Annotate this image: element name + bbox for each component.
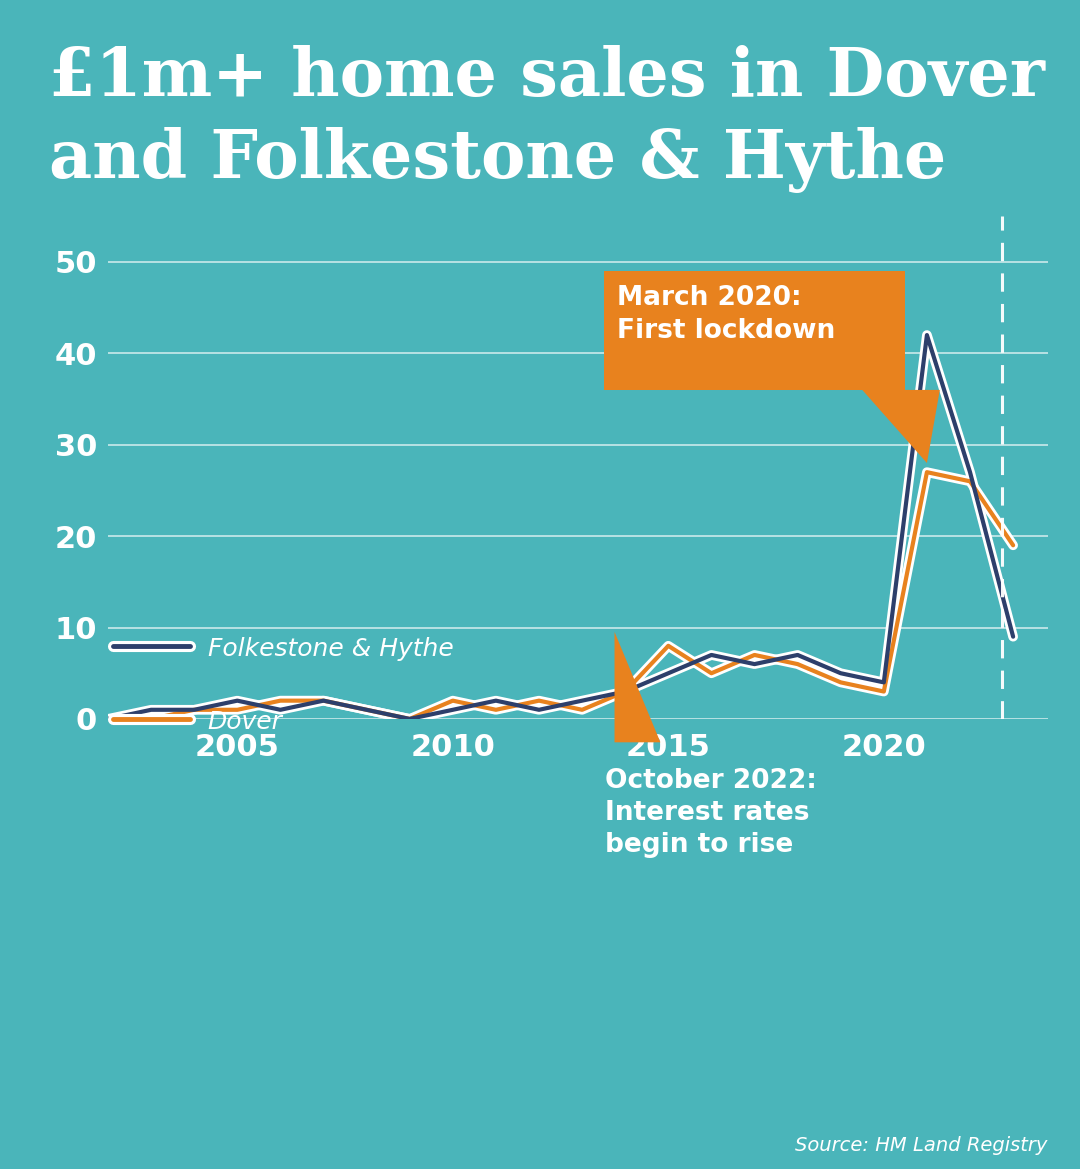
Text: and Folkestone & Hythe: and Folkestone & Hythe bbox=[49, 126, 946, 193]
Text: Folkestone & Hythe: Folkestone & Hythe bbox=[207, 637, 454, 660]
Polygon shape bbox=[862, 390, 940, 463]
FancyBboxPatch shape bbox=[604, 271, 905, 390]
Polygon shape bbox=[615, 631, 661, 742]
Text: October 2022:
Interest rates
begin to rise: October 2022: Interest rates begin to ri… bbox=[605, 768, 818, 858]
Text: £1m+ home sales in Dover: £1m+ home sales in Dover bbox=[49, 46, 1044, 110]
Text: Dover: Dover bbox=[207, 710, 283, 734]
Text: March 2020:
First lockdown: March 2020: First lockdown bbox=[617, 285, 835, 344]
Text: Source: HM Land Registry: Source: HM Land Registry bbox=[795, 1136, 1048, 1155]
